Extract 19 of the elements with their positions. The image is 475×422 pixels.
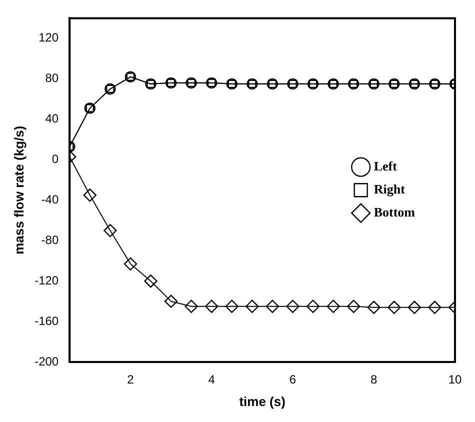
legend-label: Bottom [374, 204, 416, 220]
y-tick-label: -120 [34, 273, 59, 288]
y-tick-label: -160 [34, 314, 59, 328]
y-tick-label: -80 [41, 232, 59, 247]
y-axis-title: mass flow rate (kg/s) [11, 126, 26, 254]
y-tick-label: 80 [45, 71, 59, 86]
y-tick-label: -40 [41, 192, 59, 207]
y-tick-label: 120 [38, 30, 59, 45]
x-tick-label: 6 [289, 372, 296, 387]
y-tick-label: -200 [34, 354, 59, 368]
legend-label: Left [374, 158, 398, 174]
y-tick-label: 40 [45, 112, 59, 126]
legend-label: Right [374, 181, 406, 196]
x-tick-label: 2 [127, 372, 134, 387]
x-tick-label: 8 [370, 372, 378, 387]
x-tick-label: 4 [208, 372, 216, 387]
y-tick-label: 0 [52, 152, 59, 166]
x-tick-label: 10 [448, 372, 462, 387]
x-axis-title: time (s) [239, 394, 286, 409]
